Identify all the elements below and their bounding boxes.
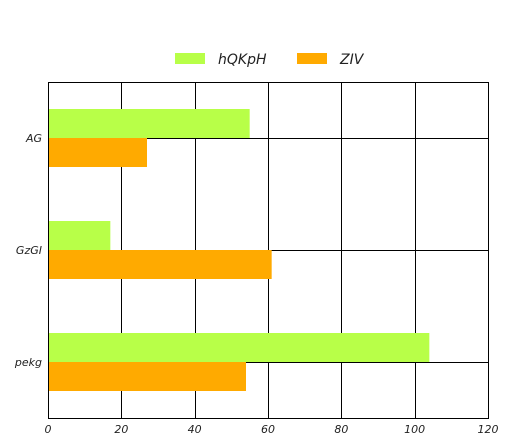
bar-hqkph-pekg — [48, 333, 429, 362]
x-tick-label-0: 0 — [45, 423, 52, 436]
y-tick-label-ag: AG — [25, 132, 42, 145]
bar-ziv-ag — [48, 138, 147, 167]
y-tick-label-pekg: pekg — [14, 356, 42, 369]
legend-swatch-ziv — [297, 53, 327, 64]
y-tick-label-gzgi: GzGI — [16, 244, 42, 257]
x-tick-label-80: 80 — [334, 423, 348, 436]
bar-hqkph-gzgi — [48, 221, 110, 250]
x-tick-label-120: 120 — [478, 423, 499, 436]
x-tick-label-20: 20 — [114, 423, 128, 436]
bar-ziv-pekg — [48, 362, 246, 391]
chart-legend: hQKpH ZIV — [175, 52, 365, 68]
x-tick-label-100: 100 — [404, 423, 425, 436]
legend-label-hqkph: hQKpH — [218, 52, 267, 68]
bar-ziv-gzgi — [48, 250, 272, 279]
bar-hqkph-ag — [48, 109, 250, 138]
x-tick-label-60: 60 — [261, 423, 275, 436]
legend-label-ziv: ZIV — [339, 52, 365, 68]
x-tick-label-40: 40 — [188, 423, 202, 436]
legend-swatch-hqkph — [175, 53, 205, 64]
